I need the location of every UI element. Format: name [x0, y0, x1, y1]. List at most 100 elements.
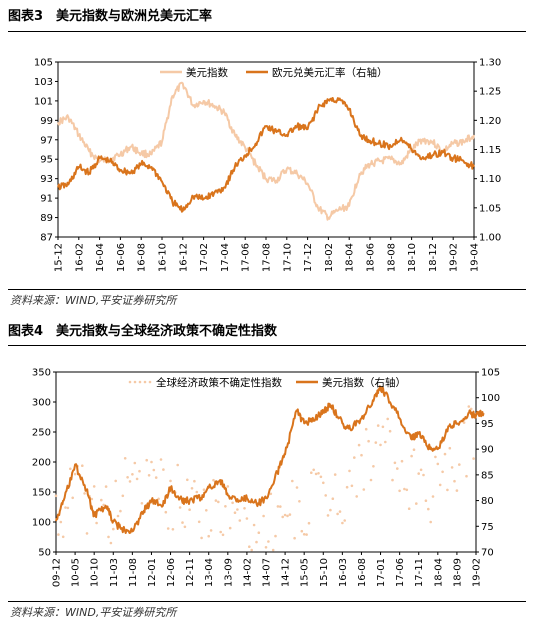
uncertainty-dot — [326, 514, 330, 517]
uncertainty-dot — [455, 489, 459, 492]
uncertainty-dot — [384, 440, 387, 444]
series-0-dots — [54, 405, 475, 552]
uncertainty-dot — [438, 483, 442, 487]
x-tick-label: 17-01 — [376, 558, 387, 587]
x-tick-label: 18-12 — [428, 243, 439, 272]
right-tick-label: 90 — [481, 445, 494, 456]
uncertainty-dot — [298, 500, 301, 503]
uncertainty-dot — [243, 507, 246, 510]
uncertainty-dot — [248, 545, 251, 548]
uncertainty-dot — [269, 492, 273, 496]
x-tick-label: 13-09 — [223, 558, 234, 587]
uncertainty-dot — [388, 429, 392, 433]
figure-4-title-text: 美元指数与全球经济政策不确定性指数 — [56, 324, 278, 339]
uncertainty-dot — [119, 509, 122, 513]
uncertainty-dot — [469, 407, 473, 411]
uncertainty-dot — [467, 405, 471, 408]
uncertainty-dot — [472, 457, 475, 460]
figure-3-source: 资料来源：WIND,平安证券研究所 — [10, 294, 177, 307]
uncertainty-dot — [314, 472, 318, 476]
uncertainty-dot — [197, 520, 201, 524]
uncertainty-dot — [345, 485, 349, 489]
uncertainty-dot — [66, 506, 70, 510]
x-tick-label: 16-12 — [178, 243, 189, 272]
series-0-line — [57, 81, 475, 221]
left-tick-label: 350 — [32, 368, 51, 379]
uncertainty-dot — [450, 466, 454, 469]
uncertainty-dot — [250, 548, 253, 552]
x-tick-label: 17-04 — [220, 243, 231, 272]
x-tick-label: 14-12 — [281, 558, 292, 587]
figure-3-title: 图表3 美元指数与欧洲兑美元汇率 — [8, 6, 212, 28]
uncertainty-dot — [293, 536, 296, 540]
figure-3-top-rule — [8, 31, 526, 32]
right-tick-label: 70 — [481, 548, 494, 559]
series-1-line — [55, 385, 485, 534]
uncertainty-dot — [128, 480, 132, 483]
uncertainty-dot — [465, 474, 468, 478]
uncertainty-dot — [109, 541, 113, 545]
uncertainty-dot — [212, 478, 215, 482]
x-tick-label: 17-02 — [199, 243, 210, 272]
x-tick-label: 09-12 — [52, 558, 63, 587]
uncertainty-dot — [427, 507, 430, 511]
uncertainty-dot — [341, 521, 344, 525]
uncertainty-dot — [295, 486, 299, 489]
left-tick-label: 87 — [40, 233, 53, 244]
right-tick-label: 75 — [481, 522, 494, 533]
x-tick-label: 17-10 — [282, 243, 293, 272]
figure-4: 图表4 美元指数与全球经济政策不确定性指数 50 100 150 200 250 300 35… — [0, 315, 534, 627]
uncertainty-dot — [95, 521, 98, 525]
uncertainty-dot — [279, 505, 282, 508]
left-tick-label: 91 — [40, 194, 53, 205]
uncertainty-dot — [176, 463, 179, 467]
uncertainty-dot — [300, 529, 304, 533]
uncertainty-dot — [183, 525, 187, 529]
x-tick-label: 18-02 — [324, 243, 335, 272]
x-tick-label: 15-12 — [54, 243, 65, 272]
uncertainty-dot — [238, 519, 242, 522]
uncertainty-dot — [410, 454, 413, 458]
figure-4-top-rule — [8, 345, 526, 346]
figure-4-source: 资料来源：WIND,平安证券研究所 — [10, 606, 177, 619]
x-tick-label: 18-06 — [366, 243, 377, 272]
uncertainty-dot — [453, 479, 456, 483]
uncertainty-dot — [443, 452, 447, 456]
uncertainty-dot — [255, 540, 258, 544]
figure-3: 图表3 美元指数与欧洲兑美元汇率 87 89 91 93 95 97 99 101 103 105 1… — [0, 0, 534, 312]
x-tick-label: 17-08 — [262, 243, 273, 272]
uncertainty-dot — [54, 494, 58, 498]
uncertainty-dot — [322, 481, 325, 485]
chart-3-svg: 87 89 91 93 95 97 99 101 103 105 1.00 1.05 1.10 1.15 1… — [34, 58, 501, 273]
uncertainty-dot — [431, 495, 435, 498]
uncertainty-dot — [271, 548, 275, 552]
uncertainty-dot — [424, 499, 428, 502]
uncertainty-dot — [362, 488, 366, 491]
legend-swatch-0 — [133, 380, 137, 384]
uncertainty-dot — [391, 478, 394, 482]
uncertainty-dot — [458, 463, 461, 466]
figure-3-bottom-rule — [8, 289, 526, 290]
x-tick-label: 16-06 — [116, 243, 127, 272]
uncertainty-dot — [381, 425, 385, 429]
x-tick-label: 15-05 — [300, 558, 311, 587]
uncertainty-dot — [331, 497, 335, 500]
uncertainty-dot — [186, 478, 189, 482]
uncertainty-dot — [73, 472, 77, 476]
uncertainty-dot — [217, 500, 220, 504]
uncertainty-dot — [202, 488, 206, 491]
uncertainty-dot — [224, 505, 227, 508]
left-tick-label: 250 — [32, 428, 51, 439]
uncertainty-dot — [400, 459, 404, 463]
x-tick-label: 12-06 — [166, 558, 177, 587]
uncertainty-dot — [429, 520, 433, 524]
right-tick-label: 1.30 — [479, 58, 501, 69]
uncertainty-dot — [205, 509, 208, 512]
uncertainty-dot — [92, 485, 96, 488]
x-tick-label: 10-10 — [90, 558, 101, 587]
uncertainty-dot — [145, 458, 148, 462]
x-tick-label: 11-03 — [109, 558, 120, 587]
uncertainty-dot — [112, 527, 115, 531]
x-tick-label: 11-08 — [128, 558, 139, 587]
x-tick-label: 16-02 — [74, 243, 85, 272]
